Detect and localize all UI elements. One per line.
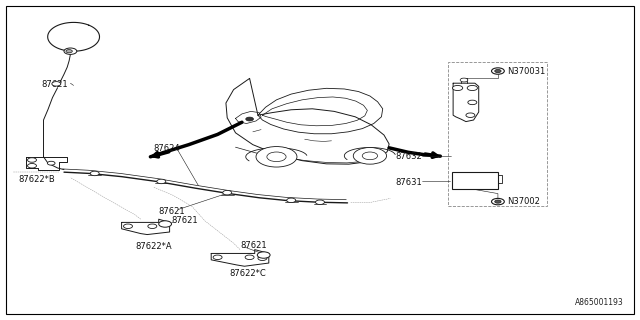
Circle shape [124,224,132,228]
Circle shape [495,69,501,73]
Circle shape [159,221,172,227]
Circle shape [148,224,157,228]
Text: 87622*B: 87622*B [18,175,54,184]
Circle shape [52,82,61,86]
Text: A865001193: A865001193 [575,298,624,307]
Circle shape [213,255,222,260]
Circle shape [495,200,501,203]
Circle shape [492,68,504,74]
Circle shape [66,50,72,53]
Circle shape [316,200,324,204]
Text: 87621: 87621 [240,241,267,250]
Circle shape [256,147,297,167]
Text: 87624: 87624 [154,144,180,153]
Circle shape [466,113,475,117]
Circle shape [64,48,77,54]
Circle shape [246,117,253,121]
Circle shape [245,255,254,260]
Circle shape [460,78,468,82]
Text: 87631: 87631 [396,178,422,187]
Circle shape [90,171,99,176]
Circle shape [157,179,166,184]
Circle shape [28,164,36,168]
Circle shape [287,198,296,203]
Text: N37002: N37002 [507,197,540,206]
Circle shape [467,85,477,91]
Circle shape [353,148,387,164]
Circle shape [492,198,504,205]
Circle shape [267,152,286,162]
Text: 87621: 87621 [42,80,68,89]
Circle shape [257,252,270,258]
Circle shape [468,100,477,105]
Text: 87622*C: 87622*C [229,269,266,278]
Text: 87632: 87632 [396,152,422,161]
Text: 87622*A: 87622*A [136,242,172,251]
Circle shape [47,161,55,165]
Circle shape [28,158,36,162]
Text: 87621: 87621 [159,207,186,216]
Circle shape [258,256,267,260]
Bar [452,172,498,189]
Circle shape [452,85,463,91]
Circle shape [223,190,232,195]
Text: 87621: 87621 [172,216,198,225]
Text: N370031: N370031 [507,67,545,76]
Circle shape [362,152,378,160]
Bar [448,62,547,206]
